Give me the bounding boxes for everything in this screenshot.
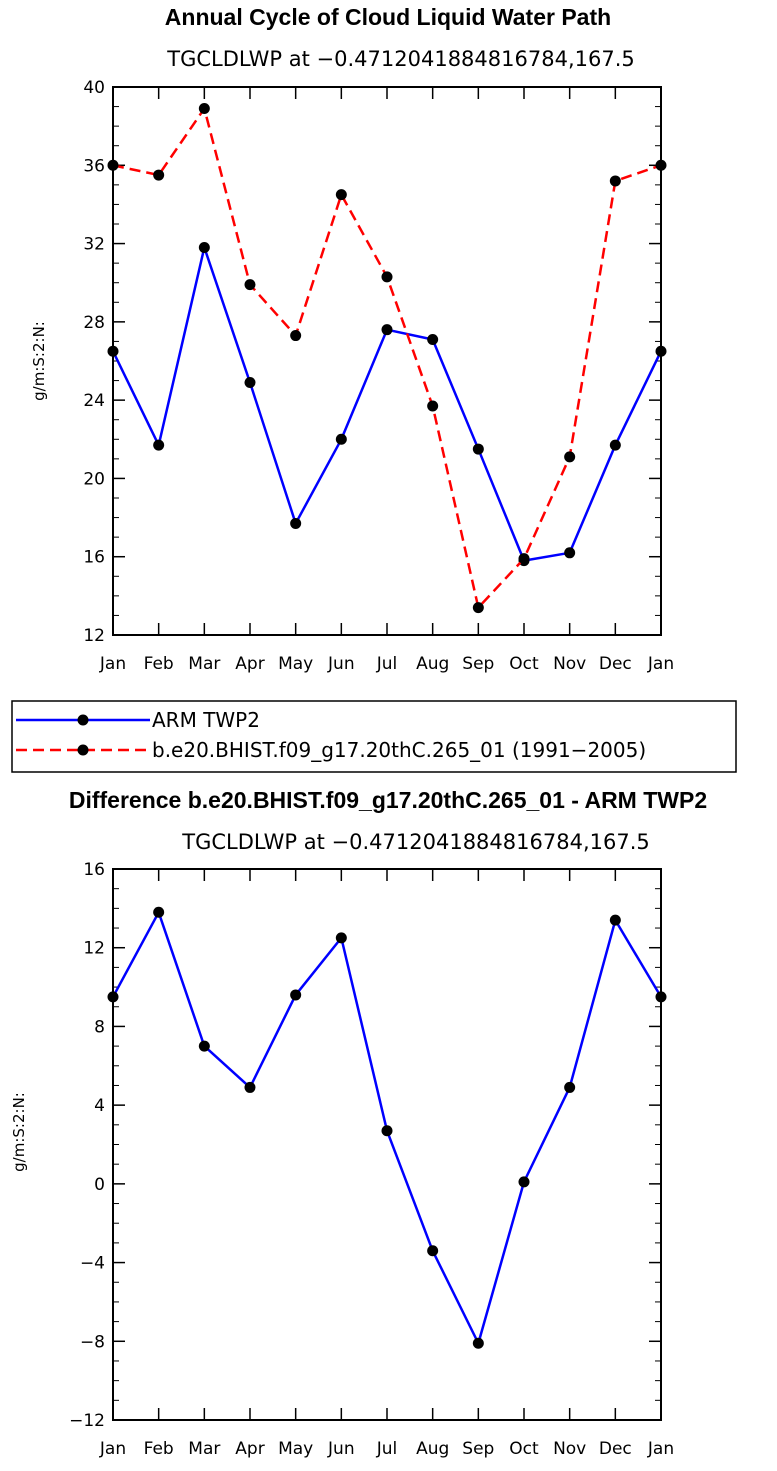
- top-xtick-label: Oct: [509, 654, 539, 674]
- top-ytick-label: 12: [83, 626, 105, 646]
- bottom-series-0-point: [427, 1245, 439, 1257]
- bottom-series-0-point: [472, 1337, 484, 1349]
- bottom-xtick-label: Oct: [509, 1439, 539, 1459]
- top-series-0-point: [564, 547, 576, 559]
- bottom-ytick-label: −4: [80, 1254, 105, 1274]
- top-series-1-point: [335, 189, 347, 201]
- bottom-xtick-label: Dec: [599, 1439, 632, 1459]
- top-series-1-point: [290, 330, 302, 342]
- top-ytick-label: 36: [83, 156, 105, 176]
- top-series-1-point: [244, 279, 256, 291]
- bottom-series-0-point: [609, 914, 621, 926]
- bottom-ytick-label: 16: [83, 860, 105, 880]
- top-ytick-label: 40: [83, 78, 105, 98]
- top-series-0-point: [609, 439, 621, 451]
- bottom-ytick-label: 4: [94, 1096, 105, 1116]
- top-series-0-point: [427, 333, 439, 345]
- top-ytick-label: 24: [83, 391, 105, 411]
- bottom-ytick-label: 0: [94, 1175, 105, 1195]
- bottom-chart-title: Difference b.e20.BHIST.f09_g17.20thC.265…: [69, 787, 707, 813]
- top-chart-title: Annual Cycle of Cloud Liquid Water Path: [165, 4, 611, 30]
- legend-box: [11, 700, 737, 773]
- top-xtick-label: Jan: [647, 654, 674, 674]
- top-series-1-point: [198, 103, 210, 115]
- legend-marker-model: [77, 744, 89, 756]
- top-series-1-point: [609, 175, 621, 187]
- bottom-chart-frame: [112, 868, 662, 1421]
- bottom-series-0-point: [335, 932, 347, 944]
- top-series-1-point: [472, 602, 484, 614]
- top-ytick-label: 28: [83, 313, 105, 333]
- legend-label-arm: ARM TWP2: [152, 708, 260, 732]
- top-series-0-point: [472, 443, 484, 455]
- bottom-chart-subtitle: TGCLDLWP at −0.4712041884816784,167.5: [181, 830, 650, 854]
- top-xtick-label: Sep: [462, 654, 494, 674]
- bottom-chart-ticks: −12 −8 −4 0 4 8 12 16 Jan Feb Mar Apr May Jun Jul Aug Se…: [69, 860, 674, 1459]
- top-xtick-label: Jan: [99, 654, 126, 674]
- top-xtick-label: Apr: [235, 654, 264, 674]
- bottom-series-0-point: [244, 1081, 256, 1093]
- bottom-chart-series: [107, 906, 667, 1349]
- top-xtick-label: Jun: [327, 654, 355, 674]
- bottom-xtick-label: Jan: [99, 1439, 126, 1459]
- bottom-ytick-label: 12: [83, 939, 105, 959]
- top-xtick-label: May: [278, 654, 313, 674]
- top-series-1-point: [381, 271, 393, 283]
- bottom-series-0-point: [564, 1081, 576, 1093]
- legend-label-model: b.e20.BHIST.f09_g17.20thC.265_01 (1991−2…: [152, 738, 646, 762]
- top-xtick-label: Feb: [144, 654, 174, 674]
- legend-marker-arm: [77, 714, 89, 726]
- top-series-1-point: [564, 451, 576, 463]
- top-series-0-point: [244, 377, 256, 389]
- difference-chart: Difference b.e20.BHIST.f09_g17.20thC.265…: [10, 787, 707, 1459]
- top-chart-subtitle: TGCLDLWP at −0.4712041884816784,167.5: [166, 47, 635, 71]
- top-series-0-point: [153, 439, 165, 451]
- bottom-series-0-point: [381, 1125, 393, 1137]
- top-xtick-label: Dec: [599, 654, 632, 674]
- bottom-series-0-point: [198, 1040, 210, 1052]
- bottom-series-0-point: [290, 989, 302, 1001]
- top-ytick-label: 32: [83, 235, 105, 255]
- bottom-xtick-label: Nov: [553, 1439, 586, 1459]
- bottom-series-0-point: [518, 1176, 530, 1188]
- bottom-ytick-label: −12: [69, 1411, 105, 1431]
- bottom-series-0-point: [153, 906, 165, 918]
- top-series-0-point: [290, 517, 302, 529]
- bottom-xtick-label: Jul: [376, 1439, 398, 1459]
- bottom-xtick-label: Sep: [462, 1439, 494, 1459]
- top-chart-ylabel: g/m:S:2:N:: [30, 321, 48, 401]
- top-xtick-label: Jul: [376, 654, 398, 674]
- bottom-xtick-label: Apr: [235, 1439, 264, 1459]
- top-series-0-point: [381, 324, 393, 336]
- top-chart-ticks: 12 16 20 24 28 32 36 40 Jan Feb Mar Apr May Jun Jul Aug…: [83, 78, 674, 674]
- top-series-1-point: [518, 553, 530, 565]
- legend: ARM TWP2 b.e20.BHIST.f09_g17.20thC.265_0…: [11, 700, 737, 773]
- top-chart-frame: [112, 86, 662, 636]
- bottom-ytick-label: 8: [94, 1017, 105, 1037]
- top-ytick-label: 16: [83, 548, 105, 568]
- bottom-chart-ylabel: g/m:S:2:N:: [10, 1092, 28, 1172]
- bottom-xtick-label: Jun: [327, 1439, 355, 1459]
- bottom-xtick-label: Jan: [647, 1439, 674, 1459]
- top-series-1-point: [153, 169, 165, 181]
- bottom-ytick-label: −8: [80, 1332, 105, 1352]
- bottom-xtick-label: Feb: [144, 1439, 174, 1459]
- bottom-xtick-label: Aug: [416, 1439, 449, 1459]
- bottom-xtick-label: Mar: [188, 1439, 220, 1459]
- top-series-1-point: [427, 400, 439, 412]
- top-chart-series: [107, 103, 667, 614]
- bottom-xtick-label: May: [278, 1439, 313, 1459]
- top-series-0-point: [198, 241, 210, 253]
- top-xtick-label: Mar: [188, 654, 220, 674]
- top-ytick-label: 20: [83, 469, 105, 489]
- annual-cycle-chart: Annual Cycle of Cloud Liquid Water Path …: [30, 4, 674, 674]
- top-xtick-label: Nov: [553, 654, 586, 674]
- top-xtick-label: Aug: [416, 654, 449, 674]
- top-series-0-point: [335, 433, 347, 445]
